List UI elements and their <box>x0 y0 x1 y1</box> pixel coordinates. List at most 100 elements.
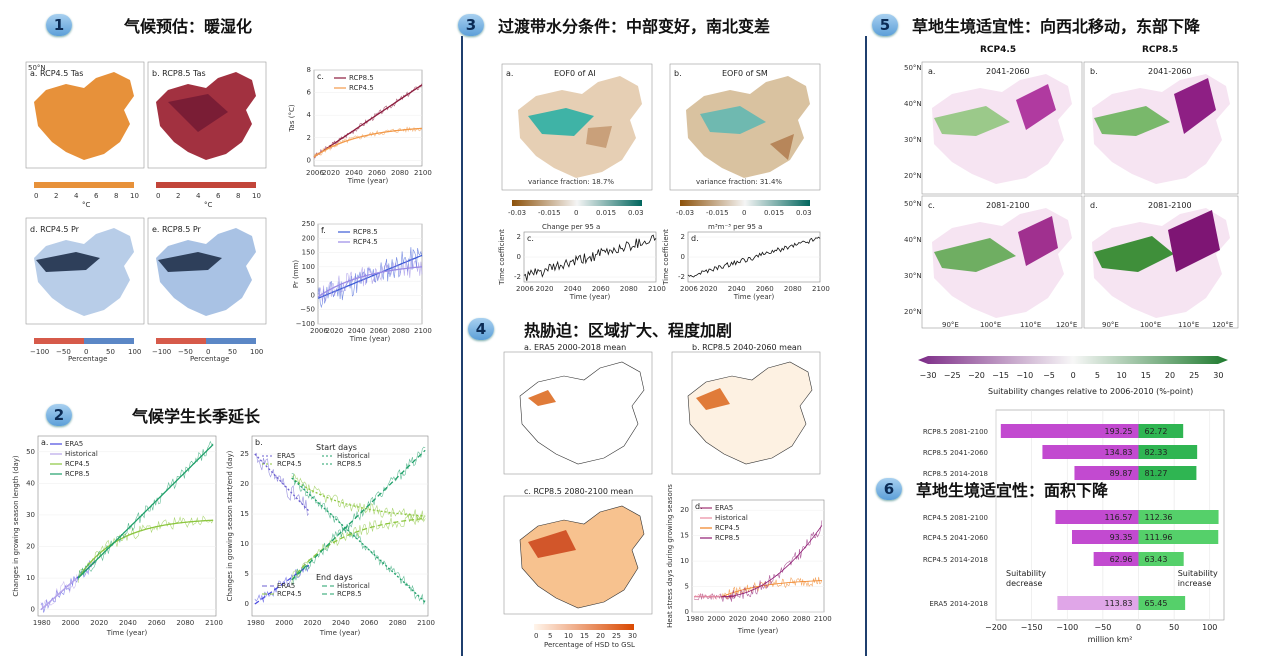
map-hsd-2080: c. RCP8.5 2080-2100 mean 0 5 10 15 20 25… <box>503 487 653 649</box>
y-tick-label: 150 <box>302 249 315 257</box>
x-tick-label: 2100 <box>814 615 832 623</box>
x-tick-label: 2060 <box>368 169 386 177</box>
svg-text:120°E: 120°E <box>1056 321 1077 329</box>
svg-text:20°N: 20°N <box>904 308 922 316</box>
series-line-coef <box>523 234 657 281</box>
series-line-rcp85 <box>721 525 823 598</box>
svg-text:m³m⁻³ per 95 a: m³m⁻³ per 95 a <box>708 223 762 231</box>
y-tick-label: 15 <box>680 532 689 540</box>
y-tick-label: 2 <box>307 134 311 142</box>
series-line-start-rcp45 <box>291 477 426 517</box>
svg-text:6: 6 <box>216 192 221 200</box>
map-3b-variance: variance fraction: 31.4% <box>696 178 782 186</box>
map-5c: c. 2081-2100 <box>921 195 1083 329</box>
chart-eof-ai-timecoef: 2006 2020 2040 2060 2080 2100 -2 0 2 Time (year) T… <box>498 229 666 301</box>
x-tick-label: 2040 <box>345 169 363 177</box>
svg-text:90°E: 90°E <box>942 321 959 329</box>
legend-end-0: ERA5 <box>277 582 295 590</box>
y-tick-label: 20 <box>680 506 689 514</box>
section-3-title: 过渡带水分条件：中部变好，南北变差 <box>498 17 771 36</box>
y-tick-label: 20 <box>240 480 249 488</box>
bar-decrease-label: 93.35 <box>1110 533 1133 542</box>
legend-label-RCP4.5: RCP4.5 <box>353 238 378 246</box>
y-tick-label: 0 <box>681 253 685 261</box>
x-tick-label: 2000 <box>707 615 725 623</box>
legend-label-ERA5: ERA5 <box>715 504 733 512</box>
y-tick-label: 20 <box>26 543 35 551</box>
chart-area-change: −200 −150 −100 −50 0 50 100 million km² 193.25 62… <box>923 409 1225 644</box>
panel-label: a. <box>41 438 48 447</box>
legend-label-RCP8.5: RCP8.5 <box>349 74 374 82</box>
series-raw-rcp85 <box>721 520 823 602</box>
svg-text:50°N: 50°N <box>904 64 922 72</box>
map-hsd-era5: a. ERA5 2000-2018 mean <box>503 343 653 475</box>
legend-label-RCP8.5: RCP8.5 <box>715 534 740 542</box>
bar-decrease <box>1055 510 1139 524</box>
series-raw-start-era5 <box>254 452 310 517</box>
bar-increase <box>1138 424 1184 438</box>
svg-text:0.03: 0.03 <box>796 209 812 217</box>
cbar-tick: 5 <box>1095 371 1100 380</box>
y-tick-label: 50 <box>306 277 315 285</box>
legend-label-Historical: Historical <box>65 450 98 458</box>
map-5-lon-labels: 90°E 100°E 110°E 120°E 90°E 100°E 110°E … <box>942 321 1233 329</box>
svg-text:b.: b. <box>1090 67 1098 76</box>
svg-text:0: 0 <box>742 209 746 217</box>
y-tick-label: 8 <box>307 66 311 74</box>
section-5-badge: 5 <box>872 14 898 36</box>
x-tick-label: −150 <box>1021 623 1043 632</box>
category-label: RCP4.5 2081-2100 <box>923 514 988 522</box>
svg-text:0: 0 <box>534 632 538 640</box>
series-line-end-rcp85 <box>291 449 426 581</box>
tas-colorbar-labels: 0 2 4 6 8 10 °C 0 2 4 6 8 10 °C <box>34 192 261 209</box>
y-tick-label: 40 <box>26 479 35 487</box>
y-tick-label: -2 <box>678 273 685 281</box>
svg-text:20: 20 <box>596 632 605 640</box>
x-tick-label: 2040 <box>332 619 350 627</box>
svg-text:RCP4.5: RCP4.5 <box>980 45 1016 55</box>
cbar-tick: −20 <box>968 371 985 380</box>
svg-text:50: 50 <box>106 348 115 356</box>
x-axis-label: million km² <box>1088 635 1133 644</box>
svg-text:0: 0 <box>84 348 88 356</box>
panel-label: b. <box>255 438 263 447</box>
map-d-title: d. RCP4.5 Pr <box>30 225 80 234</box>
svg-text:a.: a. <box>928 67 935 76</box>
lat-50: 50°N <box>28 64 46 72</box>
cbar-tick: 30 <box>1213 371 1223 380</box>
svg-text:0: 0 <box>206 348 210 356</box>
bar-increase-label: 81.27 <box>1145 469 1168 478</box>
map-rcp85-tas: b. RCP8.5 Tas <box>147 61 267 188</box>
svg-text:2: 2 <box>176 192 180 200</box>
map-e-title: e. RCP8.5 Pr <box>152 225 202 234</box>
series-raw-start-rcp85 <box>291 473 426 605</box>
map-3a-variance: variance fraction: 18.7% <box>528 178 614 186</box>
suitability-maps: a. 2041-2060 b. 2041-2060 c. 2081-2100 d… <box>904 61 1239 329</box>
cbar-tick: 20 <box>1165 371 1175 380</box>
x-tick-label: 2020 <box>304 619 322 627</box>
bar-increase-label: 62.72 <box>1145 427 1168 436</box>
section-4-header: 4 热胁迫：区域扩大、程度加剧 <box>468 316 732 342</box>
svg-text:°C: °C <box>204 201 213 209</box>
svg-text:2081-2100: 2081-2100 <box>1148 201 1192 210</box>
x-tick-label: 2006 <box>306 169 324 177</box>
start-days-title: Start days <box>316 443 357 452</box>
legend-label-RCP8.5: RCP8.5 <box>65 470 90 478</box>
y-tick-label: 4 <box>307 111 312 119</box>
bar-increase <box>1138 552 1184 566</box>
suitability-colorbar: −30 −25 −20 −15 −10 −5 0 5 10 15 20 25 30 Suitabilit… <box>918 356 1228 396</box>
x-tick-label: −200 <box>985 623 1007 632</box>
svg-text:−100: −100 <box>152 348 171 356</box>
x-axis-label: Time (year) <box>349 335 391 343</box>
bar-increase-label: 63.43 <box>1145 555 1168 564</box>
svg-text:Suitability changes relative t: Suitability changes relative to 2006-201… <box>988 387 1193 396</box>
svg-text:25: 25 <box>612 632 621 640</box>
y-tick-label: 100 <box>302 263 315 271</box>
map-5-lat-labels: 50°N 40°N 30°N 20°N 50°N 40°N 30°N 20°N <box>904 64 922 316</box>
series-line-rcp45 <box>721 580 822 598</box>
map-3a-label: a. <box>506 69 513 78</box>
section-6-badge: 6 <box>876 478 902 500</box>
y-tick-label: 0 <box>31 606 35 614</box>
map-4a-title: a. ERA5 2000-2018 mean <box>524 343 626 352</box>
category-label: RCP8.5 2014-2018 <box>923 470 988 478</box>
